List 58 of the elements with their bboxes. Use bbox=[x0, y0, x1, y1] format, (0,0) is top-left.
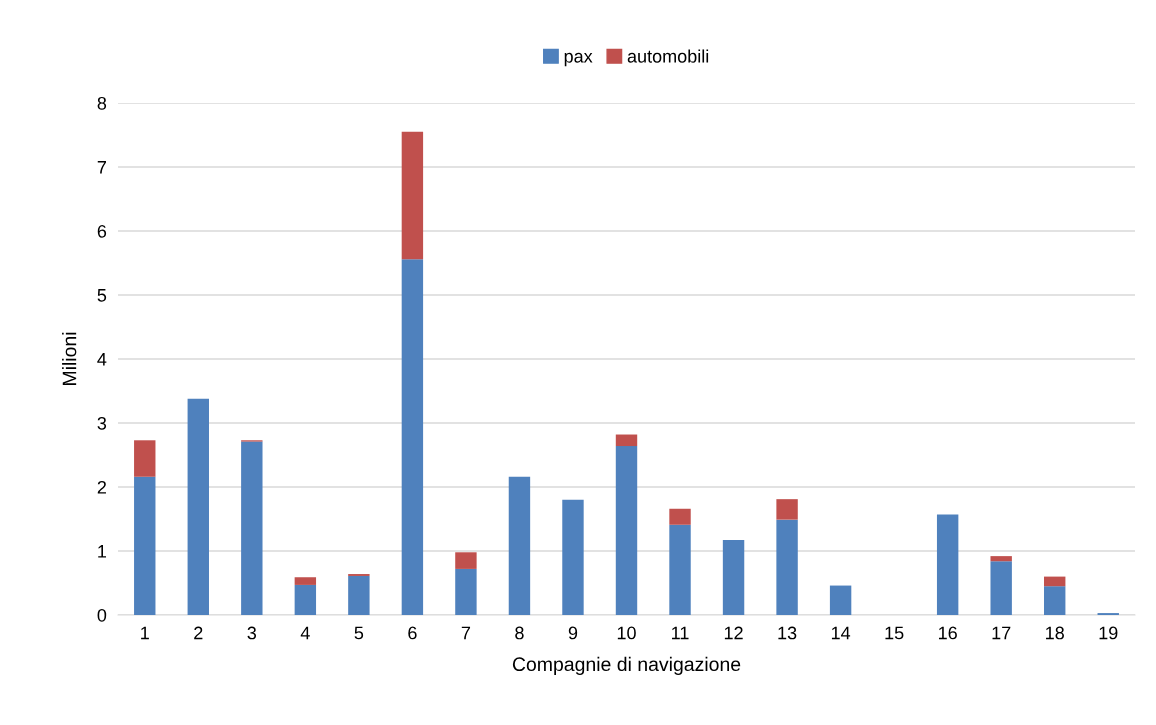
y-tick-label: 5 bbox=[97, 289, 107, 302]
bar bbox=[294, 584, 317, 615]
x-tick-label: 14 bbox=[831, 626, 851, 640]
bar bbox=[348, 575, 370, 615]
x-tick-label: 2 bbox=[194, 626, 203, 640]
y-tick-label: 0 bbox=[97, 608, 107, 622]
y-tick-label: 2 bbox=[97, 480, 106, 494]
bar bbox=[776, 499, 798, 520]
x-tick-label: 9 bbox=[568, 626, 578, 640]
x-tick-label: 3 bbox=[247, 626, 257, 640]
x-tick-label: 18 bbox=[1046, 626, 1064, 640]
x-tick-label: 1 bbox=[141, 626, 149, 640]
bar bbox=[1044, 586, 1066, 615]
x-tick-label: 13 bbox=[778, 626, 797, 640]
bar bbox=[615, 434, 638, 447]
bar bbox=[134, 440, 156, 477]
x-axis-title: Compagnie di navigazione bbox=[512, 656, 741, 675]
bar bbox=[990, 561, 1012, 615]
x-tick-label: 16 bbox=[938, 626, 957, 640]
bar bbox=[615, 446, 638, 615]
y-tick-label: 6 bbox=[97, 224, 107, 238]
y-tick-label: 3 bbox=[97, 416, 107, 430]
x-tick-label: 6 bbox=[408, 626, 417, 640]
bar bbox=[669, 524, 691, 615]
bar bbox=[294, 577, 317, 585]
x-tick-label: 4 bbox=[300, 626, 310, 640]
x-tick-label: 12 bbox=[724, 626, 743, 640]
y-axis-title: Milioni bbox=[62, 332, 77, 385]
bar bbox=[187, 398, 209, 615]
x-tick-label: 19 bbox=[1099, 626, 1118, 640]
bar bbox=[455, 568, 477, 615]
bar bbox=[936, 514, 959, 615]
x-tick-label: 15 bbox=[885, 626, 904, 640]
y-tick-label: 4 bbox=[97, 353, 107, 366]
y-tick-label: 1 bbox=[98, 545, 107, 558]
bar bbox=[401, 259, 424, 615]
bar bbox=[669, 508, 691, 525]
bar bbox=[134, 476, 156, 615]
x-tick-label: 5 bbox=[354, 626, 364, 640]
bar bbox=[562, 499, 584, 615]
bar bbox=[455, 552, 477, 569]
bar bbox=[508, 476, 531, 615]
legend-label: pax bbox=[564, 52, 593, 67]
y-tick-label: 8 bbox=[97, 96, 107, 110]
bar bbox=[776, 519, 798, 615]
legend-label: automobili bbox=[627, 49, 709, 63]
x-tick-label: 17 bbox=[992, 626, 1011, 640]
x-tick-label: 8 bbox=[515, 626, 524, 640]
bar bbox=[401, 131, 424, 260]
x-tick-label: 7 bbox=[461, 626, 471, 640]
bar bbox=[722, 540, 745, 615]
bar bbox=[829, 585, 852, 615]
x-tick-label: 10 bbox=[617, 626, 636, 640]
y-tick-label: 7 bbox=[97, 161, 106, 174]
bar bbox=[1044, 576, 1066, 587]
bar bbox=[990, 556, 1012, 562]
bar bbox=[241, 441, 263, 615]
x-tick-label: 11 bbox=[672, 626, 689, 640]
